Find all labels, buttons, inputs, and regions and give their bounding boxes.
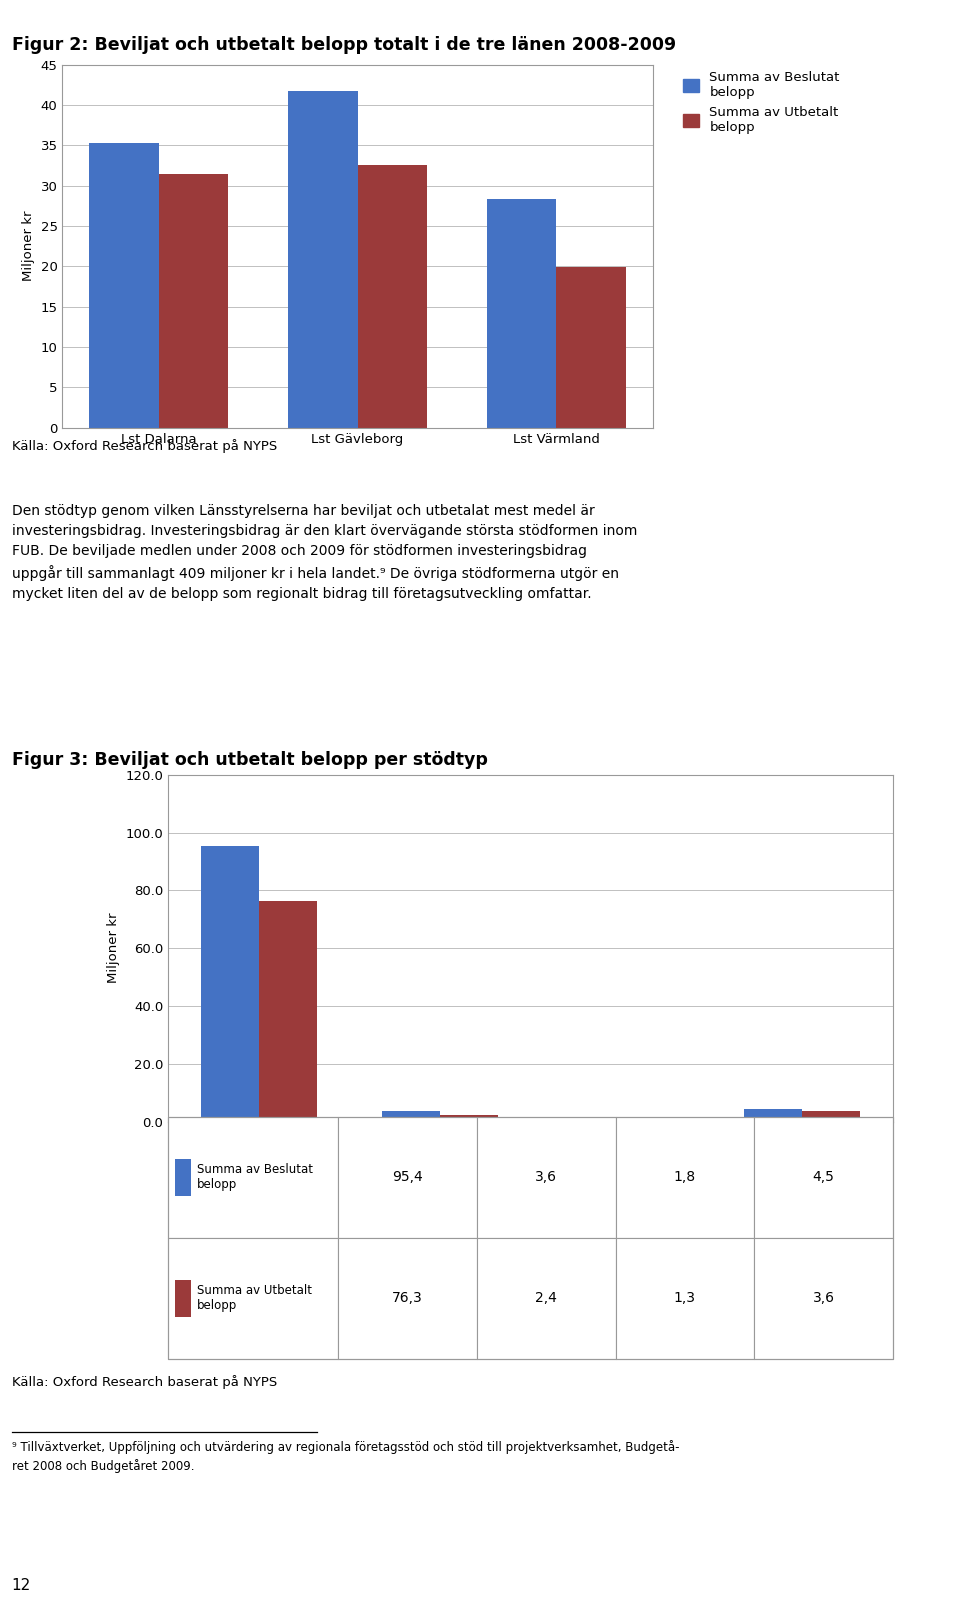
Bar — [168, 1238, 338, 1359]
Text: Figur 2: Beviljat och utbetalt belopp totalt i de tre länen 2008-2009: Figur 2: Beviljat och utbetalt belopp to… — [12, 37, 676, 55]
Bar — [440, 1115, 498, 1122]
Bar — [802, 1112, 860, 1122]
Y-axis label: Miljoner kr: Miljoner kr — [107, 914, 120, 983]
Text: Summa av Utbetalt
belopp: Summa av Utbetalt belopp — [197, 1285, 312, 1312]
Bar — [487, 199, 557, 428]
Y-axis label: Miljoner kr: Miljoner kr — [22, 211, 35, 281]
Bar — [615, 1238, 755, 1359]
Bar — [557, 266, 626, 428]
Text: 76,3: 76,3 — [393, 1291, 423, 1306]
Bar — [259, 901, 317, 1122]
Bar — [477, 1238, 615, 1359]
Text: 95,4: 95,4 — [393, 1170, 423, 1185]
Text: 2,4: 2,4 — [536, 1291, 557, 1306]
Bar — [358, 165, 427, 428]
Text: 4,5: 4,5 — [812, 1170, 834, 1185]
Bar — [477, 1117, 615, 1238]
Bar — [158, 173, 228, 428]
Text: 1,8: 1,8 — [674, 1170, 696, 1185]
Bar — [288, 90, 357, 428]
Text: Summa av Beslutat
belopp: Summa av Beslutat belopp — [197, 1164, 313, 1191]
Text: 3,6: 3,6 — [812, 1291, 834, 1306]
Bar — [755, 1238, 893, 1359]
Bar — [89, 142, 158, 428]
Text: 12: 12 — [12, 1578, 31, 1593]
Text: Figur 3: Beviljat och utbetalt belopp per stödtyp: Figur 3: Beviljat och utbetalt belopp pe… — [12, 751, 488, 768]
Text: Den stödtyp genom vilken Länsstyrelserna har beviljat och utbetalat mest medel ä: Den stödtyp genom vilken Länsstyrelserna… — [12, 504, 636, 600]
Bar — [176, 1159, 191, 1196]
Bar — [168, 1117, 338, 1238]
Text: Källa: Oxford Research baserat på NYPS: Källa: Oxford Research baserat på NYPS — [12, 439, 276, 454]
Bar — [615, 1117, 755, 1238]
Text: Källa: Oxford Research baserat på NYPS: Källa: Oxford Research baserat på NYPS — [12, 1375, 276, 1390]
Bar — [563, 1117, 621, 1122]
Bar — [176, 1280, 191, 1317]
Bar — [382, 1112, 440, 1122]
Bar — [755, 1117, 893, 1238]
Legend: Summa av Beslutat
belopp, Summa av Utbetalt
belopp: Summa av Beslutat belopp, Summa av Utbet… — [683, 71, 840, 134]
Text: 1,3: 1,3 — [674, 1291, 696, 1306]
Text: ⁹ Tillväxtverket, Uppföljning och utvärdering av regionala företagsstöd och stöd: ⁹ Tillväxtverket, Uppföljning och utvärd… — [12, 1440, 679, 1474]
Bar — [621, 1119, 679, 1122]
Text: 3,6: 3,6 — [536, 1170, 557, 1185]
Bar — [338, 1238, 477, 1359]
Bar — [744, 1109, 802, 1122]
Bar — [201, 846, 259, 1122]
Bar — [338, 1117, 477, 1238]
